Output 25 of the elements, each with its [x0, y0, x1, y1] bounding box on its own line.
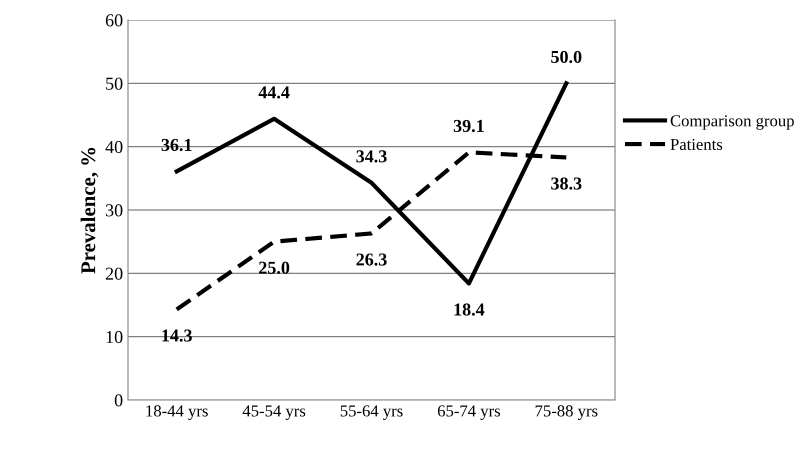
x-tick-label: 45-54 yrs	[242, 405, 306, 420]
data-label: 36.1	[162, 138, 192, 152]
y-tick-label: 20	[106, 268, 122, 280]
data-label: 39.1	[454, 120, 484, 132]
data-label: 18.4	[454, 303, 484, 316]
y-tick-label: 0	[114, 394, 122, 406]
legend-label: Patients	[670, 138, 722, 150]
data-label: 44.4	[258, 86, 290, 99]
data-label: 14.3	[162, 329, 192, 342]
x-tick-label: 75-88 yrs	[536, 405, 598, 420]
x-tick-label: 65-74 yrs	[438, 405, 500, 420]
data-label: 25.0	[259, 262, 290, 274]
data-label: 50.0	[551, 50, 582, 64]
y-axis-title: Prevalence, %	[80, 148, 98, 274]
x-tick-label: 18-44 yrs	[146, 405, 208, 420]
data-label: 38.3	[551, 177, 582, 190]
y-tick-label: 40	[105, 140, 122, 154]
y-tick-label: 60	[106, 14, 122, 26]
legend-label: Comparison group	[670, 115, 794, 130]
data-label: 26.3	[356, 253, 387, 266]
y-tick-label: 50	[106, 78, 122, 90]
y-tick-label: 30	[106, 204, 122, 216]
y-tick-label: 10	[106, 330, 122, 344]
x-tick-label: 55-64 yrs	[340, 405, 403, 420]
data-label: 34.3	[356, 150, 387, 163]
